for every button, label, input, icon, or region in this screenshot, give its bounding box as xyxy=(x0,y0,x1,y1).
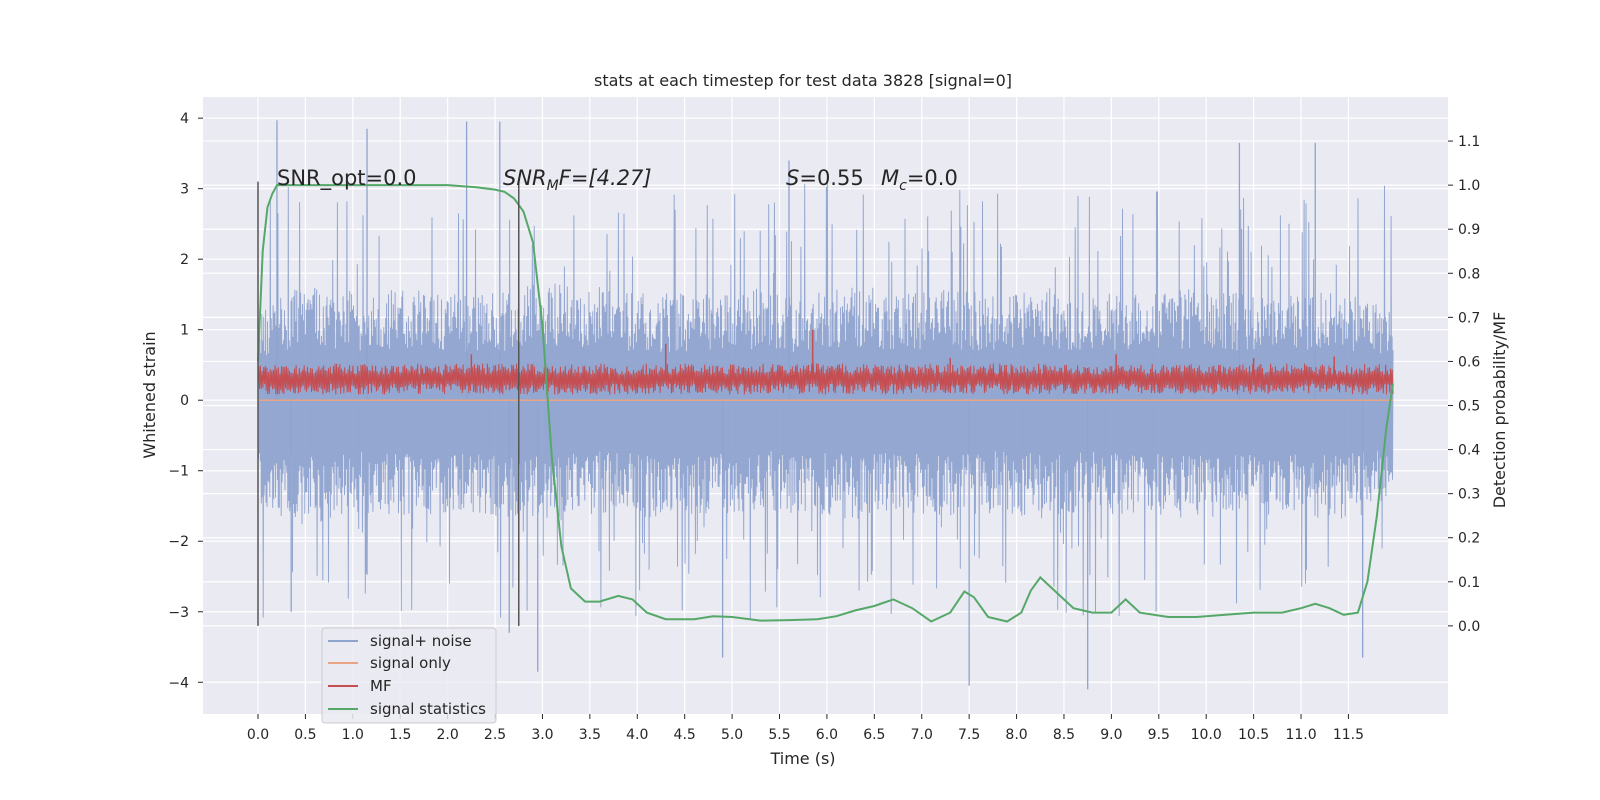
annotation-mc-value: =0.0 xyxy=(907,166,958,190)
chart-title: stats at each timestep for test data 382… xyxy=(594,71,1012,90)
series-mf-line xyxy=(257,363,1394,395)
annotation-snr-opt: SNR_opt=0.0 xyxy=(277,166,417,191)
y-right-tick-label: 0.4 xyxy=(1458,443,1480,459)
y-tick-label: 1 xyxy=(180,323,189,339)
y-right-tick-label: 0.8 xyxy=(1458,266,1480,282)
x-tick-label: 2.5 xyxy=(484,727,506,743)
annotation-s: S=0.55 xyxy=(786,166,864,190)
legend-item-mf: MF xyxy=(328,677,392,695)
y-axis-right-label: Detection probability/MF xyxy=(1490,312,1509,509)
y-tick-label: −4 xyxy=(168,675,189,691)
y-right-tick-label: 1.0 xyxy=(1458,178,1480,194)
y-tick-label: −2 xyxy=(168,534,189,550)
legend-box xyxy=(321,627,497,724)
x-tick-label: 5.0 xyxy=(721,727,743,743)
annotation-s-symbol: S xyxy=(786,166,799,190)
annotations: SNR_opt=0.0 SNRMF=[4.27] S=0.55 Mc=0.0 xyxy=(277,166,958,194)
y-right-tick-label: 0.6 xyxy=(1458,354,1480,370)
y-tick-label: 3 xyxy=(180,182,189,198)
legend-label-mf: MF xyxy=(370,677,392,695)
legend-label-signal-noise: signal+ noise xyxy=(370,632,472,650)
y-right-tick-label: 0.0 xyxy=(1458,619,1480,635)
y-right-tick-label: 0.9 xyxy=(1458,222,1480,238)
legend-label-signal-only: signal only xyxy=(370,654,451,672)
legend-label-signal-statistics: signal statistics xyxy=(370,700,486,718)
annotation-mc: Mc=0.0 xyxy=(881,166,958,194)
x-tick-label: 9.5 xyxy=(1148,727,1170,743)
annotation-mc-sub: c xyxy=(899,178,907,194)
y-tick-label: 2 xyxy=(180,252,189,268)
y-tick-label: 0 xyxy=(180,393,189,409)
y-tick-label: 4 xyxy=(180,111,189,127)
annotation-snr-mf-sub: M xyxy=(547,178,559,194)
y-right-tick-label: 0.7 xyxy=(1458,310,1480,326)
legend: signal+ noise signal only MF signal stat… xyxy=(321,627,497,724)
x-tick-label: 11.0 xyxy=(1285,727,1316,743)
x-tick-label: 10.0 xyxy=(1191,727,1222,743)
x-tick-label: 7.5 xyxy=(958,727,980,743)
legend-item-signal-only: signal only xyxy=(328,654,451,672)
y-right-tick-label: 0.1 xyxy=(1458,575,1480,591)
x-tick-label: 9.0 xyxy=(1100,727,1122,743)
series-signal-noise-line xyxy=(257,181,1394,619)
annotation-snr-mf-tail: F=[4.27] xyxy=(559,166,652,190)
x-tick-label: 4.5 xyxy=(674,727,696,743)
annotation-snr-mf: SNRMF=[4.27] xyxy=(503,166,652,194)
annotation-mc-symbol: M xyxy=(881,166,899,190)
series-signal-statistics-line xyxy=(257,184,1394,623)
x-tick-label: 8.5 xyxy=(1053,727,1075,743)
x-tick-label: 10.5 xyxy=(1238,727,1269,743)
annotation-s-value: =0.55 xyxy=(799,166,863,190)
x-tick-label: 2.0 xyxy=(437,727,459,743)
x-tick-label: 8.0 xyxy=(1005,727,1027,743)
y-tick-label: −3 xyxy=(168,605,189,621)
x-tick-label: 1.0 xyxy=(342,727,364,743)
x-tick-label: 7.0 xyxy=(911,727,933,743)
x-tick-label: 3.0 xyxy=(531,727,553,743)
y-tick-label: −1 xyxy=(168,464,189,480)
y-axis-label: Whitened strain xyxy=(140,331,159,458)
x-tick-label: 4.0 xyxy=(626,727,648,743)
legend-item-signal-noise: signal+ noise xyxy=(328,632,472,650)
x-tick-label: 0.0 xyxy=(247,727,269,743)
y-right-tick-label: 0.2 xyxy=(1458,531,1480,547)
x-tick-label: 1.5 xyxy=(389,727,411,743)
legend-item-signal-statistics: signal statistics xyxy=(328,700,486,718)
x-tick-label: 0.5 xyxy=(294,727,316,743)
x-tick-label: 5.5 xyxy=(768,727,790,743)
y-right-tick-label: 1.1 xyxy=(1458,134,1480,150)
x-tick-label: 6.0 xyxy=(816,727,838,743)
x-tick-label: 6.5 xyxy=(863,727,885,743)
x-axis-label: Time (s) xyxy=(769,749,835,768)
y-right-tick-label: 0.3 xyxy=(1458,487,1480,503)
y-right-tick-label: 0.5 xyxy=(1458,399,1480,415)
x-tick-label: 11.5 xyxy=(1333,727,1364,743)
annotation-snr-mf-symbol: SNR xyxy=(503,166,547,190)
x-tick-label: 3.5 xyxy=(579,727,601,743)
